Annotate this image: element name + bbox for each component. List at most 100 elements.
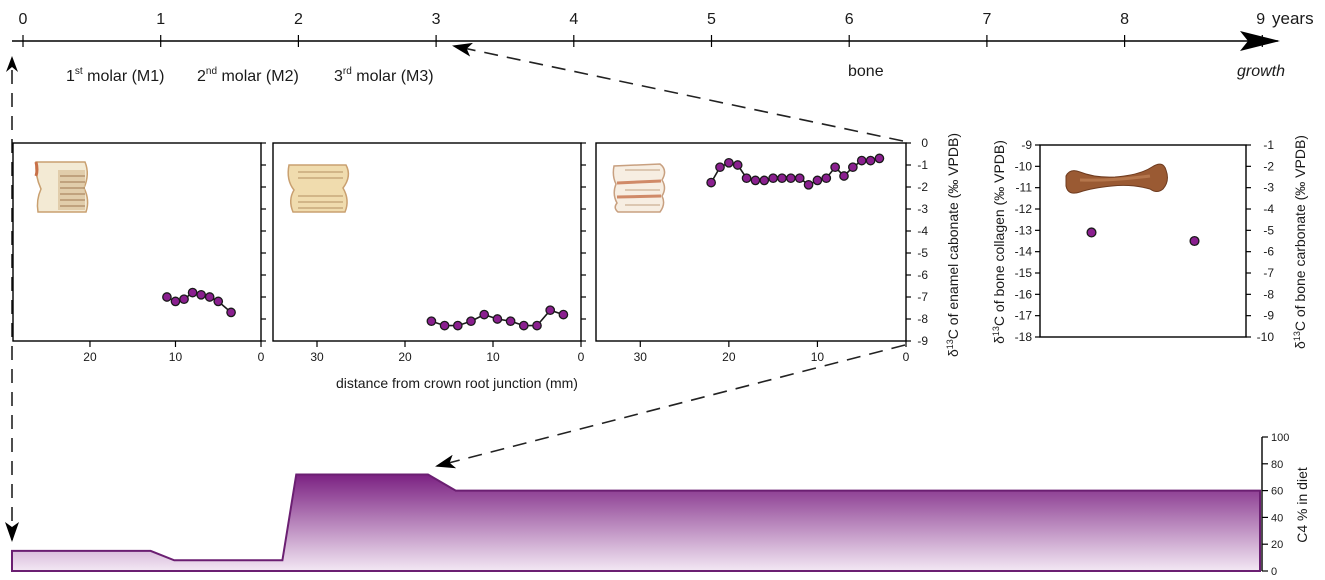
timeline-tick-label: 0 [19,11,28,28]
y-tick-label: -5 [917,246,928,260]
y-tick-label: -3 [917,202,928,216]
data-point [170,296,181,307]
diet-y-tick-label: 60 [1271,486,1283,498]
x-tick-label: 10 [811,350,825,364]
tooth-photo-m3 [612,163,666,213]
y-tick-label: -8 [917,312,928,326]
panel-bone [1039,144,1247,338]
y-tick-label-left: -16 [1015,287,1033,301]
data-point [204,292,215,302]
diet-y-tick-label: 0 [1271,566,1277,575]
y-tick-label: 0 [921,136,928,150]
data-point [426,316,437,327]
y-tick-label-left: -17 [1015,309,1033,323]
chart-marks: 20 10 0 30 20 10 0 30 20 10 0 0 -1 -2 -3 -4 -5 -6 -7 -8 -9 -9… [83,136,1274,364]
timeline-tick-label: 8 [1120,11,1129,28]
data-point [812,175,823,186]
timeline-tick-label: 1 [156,11,165,28]
timeline-tick-label: 7 [982,11,991,28]
data-point [532,320,542,331]
timeline-tick-label: 9 [1256,11,1265,28]
years-label: years [1272,9,1314,28]
x-tick-label: 30 [310,350,324,364]
bone-data-point-left [1086,227,1097,238]
panel-m2 [272,142,582,342]
x-axis-label: distance from crown root junction (mm) [336,375,578,391]
y-label-carbonate: δ13C of bone carbonate (‰ VPDB) [1292,135,1308,349]
data-point [479,309,490,320]
bone-label: bone [848,63,884,80]
x-tick-label: 30 [634,350,648,364]
timeline: 0 1 2 3 4 5 6 7 8 9 years growth bone 1st molar (… [12,9,1314,85]
data-point [794,173,805,184]
x-tick-label: 20 [398,350,412,364]
data-point [706,177,716,188]
data-point [848,162,858,173]
y-tick-label: -4 [917,224,928,238]
timeline-ticks: 0 1 2 3 4 5 6 7 8 9 [19,11,1265,47]
data-point [162,292,172,302]
data-point [724,157,734,168]
x-tick-label: 20 [722,350,736,364]
y-tick-label: -9 [917,334,928,348]
data-point [874,153,885,164]
diet-y-tick-label: 40 [1271,512,1283,524]
data-point [196,289,206,300]
timeline-tick-label: 3 [432,11,441,28]
y-tick-label-right: -7 [1263,266,1274,280]
timeline-tick-label: 6 [845,11,854,28]
data-point [839,171,849,181]
y-tick-label: -2 [917,180,928,194]
data-point [492,314,503,324]
y-tick-label-right: -5 [1263,223,1274,237]
y-tick-label: -7 [917,290,928,304]
diet-y-tick-label: 20 [1271,539,1283,551]
diet-y-tick-label: 80 [1271,459,1283,471]
data-point [741,173,752,184]
data-point [830,162,840,173]
panel-m1 [12,142,262,342]
y-tick-label-left: -18 [1015,330,1033,344]
y-tick-label-right: -10 [1257,330,1275,344]
x-tick-label: 20 [83,350,97,364]
data-point [821,173,832,184]
data-point [750,175,761,186]
y-tick-label: -1 [917,158,928,172]
tooth-label-m3: 3rd molar (M3) [334,66,434,85]
y-label-collagen: δ13C of bone collagen (‰ VPDB) [991,140,1007,344]
tooth-label-m1: 1st molar (M1) [66,66,164,85]
c4-diet-area [11,473,1261,572]
data-point [732,160,743,170]
y-label-c4: C4 % in diet [1294,467,1310,543]
timeline-tick-label: 2 [294,11,303,28]
data-point [558,309,569,320]
panel-m3 [595,142,907,342]
data-point [759,175,770,186]
timeline-tick-label: 4 [569,11,578,28]
y-label-enamel: δ13C of enamel cabonate (‰ VPDB) [945,133,961,357]
dashed-arrow-to-timeline [452,42,904,142]
y-tick-label-left: -13 [1015,223,1033,237]
growth-label: growth [1237,63,1285,80]
data-point [786,173,796,184]
y-tick-label-left: -11 [1016,181,1033,195]
data-point [226,307,236,318]
y-tick-label-left: -12 [1015,202,1033,216]
data-point [187,287,198,298]
data-point [466,316,476,327]
data-point [856,155,867,166]
data-point [179,294,189,305]
data-point [768,173,778,184]
data-point [439,320,450,331]
data-point [213,296,224,307]
y-tick-label-right: -6 [1263,245,1274,259]
timeline-tick-label: 5 [707,11,716,28]
x-tick-label: 10 [169,350,183,364]
y-tick-label-left: -15 [1015,266,1033,280]
y-tick-label-right: -3 [1263,181,1274,195]
tooth-photo-m1 [34,161,89,213]
data-point [803,179,814,190]
x-tick-label: 0 [903,350,910,364]
diet-y-tick-label: 100 [1271,432,1289,444]
data-point [518,320,529,331]
